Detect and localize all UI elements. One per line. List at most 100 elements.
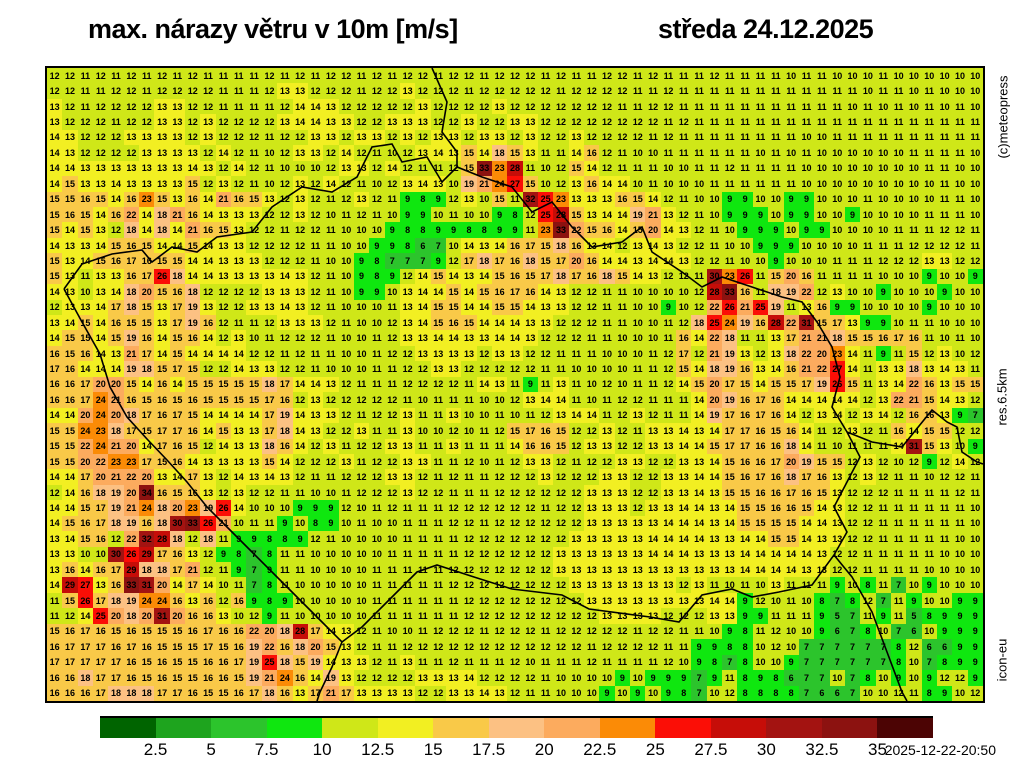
grid-cell: 13 (62, 268, 78, 285)
grid-cell: 12 (676, 206, 692, 223)
grid-cell: 16 (62, 392, 78, 408)
grid-cell: 11 (399, 531, 416, 547)
grid-cell: 17 (154, 685, 170, 701)
grid-cell: 11 (369, 592, 385, 609)
grid-cell: 13 (538, 299, 554, 315)
grid-cell: 12 (860, 500, 876, 516)
grid-cell: 11 (630, 68, 646, 84)
grid-cell: 13 (491, 98, 508, 115)
grid-cell: 12 (399, 376, 416, 393)
grid-cell: 12 (108, 83, 124, 99)
grid-cell: 18 (108, 515, 124, 532)
grid-cell: 9 (415, 206, 431, 223)
grid-cell: 12 (461, 577, 477, 593)
grid-cell: 12 (353, 469, 370, 485)
grid-cell: 11 (798, 608, 815, 624)
grid-cell: 14 (139, 206, 155, 223)
grid-cell: 13 (93, 284, 109, 300)
grid-cell: 12 (200, 438, 216, 454)
grid-cell: 13 (246, 361, 262, 377)
grid-cell: 12 (584, 98, 600, 115)
grid-cell: 13 (706, 500, 723, 516)
grid-cell: 13 (844, 315, 861, 331)
grid-cell: 13 (614, 577, 631, 593)
grid-cell: 10 (844, 145, 861, 161)
grid-cell: 15 (737, 484, 753, 501)
grid-cell: 11 (752, 83, 769, 99)
grid-cell: 14 (154, 330, 170, 346)
grid-cell: 9 (952, 407, 968, 424)
grid-cell: 13 (169, 114, 186, 130)
grid-cell: 28 (553, 206, 569, 223)
grid-cell: 9 (783, 191, 799, 207)
grid-cell: 10 (906, 284, 922, 300)
grid-cell: 13 (277, 469, 293, 485)
grid-cell: 7 (890, 577, 907, 593)
grid-cell: 14 (185, 453, 201, 470)
grid-cell: 12 (890, 407, 907, 424)
grid-cell: 13 (691, 592, 707, 609)
grid-cell: 11 (722, 670, 738, 686)
grid-cell: 9 (722, 206, 738, 223)
grid-cell: 12 (323, 392, 339, 408)
grid-cell: 12 (123, 145, 140, 161)
grid-cell: 15 (62, 453, 78, 470)
grid-cell: 9 (246, 592, 262, 609)
grid-cell: 12 (277, 191, 293, 207)
grid-cell: 10 (890, 453, 907, 470)
grid-cell: 10 (292, 608, 308, 624)
grid-cell: 10 (384, 206, 400, 223)
grid-cell: 11 (369, 376, 385, 393)
grid-cell: 8 (261, 577, 278, 593)
grid-cell: 12 (538, 515, 554, 532)
grid-cell: 7 (399, 253, 416, 269)
grid-cell: 11 (936, 206, 953, 223)
grid-cell: 9 (660, 299, 677, 315)
grid-cell: 21 (108, 438, 124, 454)
grid-cell: 10 (829, 68, 845, 84)
grid-cell: 10 (952, 531, 968, 547)
grid-cell: 12 (261, 68, 278, 84)
grid-cell: 16 (47, 345, 63, 362)
grid-cell: 12 (123, 98, 140, 115)
grid-cell: 11 (307, 68, 324, 84)
grid-cell: 6 (783, 670, 799, 686)
grid-cell: 12 (461, 500, 477, 516)
grid-cell: 11 (676, 145, 692, 161)
grid-cell: 10 (261, 176, 278, 192)
grid-cell: 11 (430, 546, 446, 562)
grid-cell: 10 (783, 222, 799, 238)
grid-cell: 13 (231, 423, 247, 439)
grid-cell: 12 (507, 361, 523, 377)
grid-cell: 10 (353, 315, 370, 331)
grid-cell: 18 (706, 361, 723, 377)
grid-cell: 9 (384, 237, 400, 254)
grid-cell: 18 (599, 268, 615, 285)
grid-cell: 10 (491, 392, 508, 408)
grid-cell: 16 (47, 392, 63, 408)
grid-cell: 12 (522, 500, 539, 516)
grid-cell: 12 (491, 500, 508, 516)
grid-cell: 13 (660, 592, 677, 609)
grid-cell: 15 (768, 376, 784, 393)
grid-cell: 12 (875, 253, 891, 269)
grid-cell: 16 (584, 176, 600, 192)
grid-cell: 14 (215, 438, 232, 454)
grid-cell: 8 (890, 654, 907, 671)
grid-cell: 11 (722, 83, 738, 99)
grid-cell: 11 (875, 114, 891, 130)
grid-cell: 17 (752, 407, 769, 424)
grid-cell: 15 (108, 237, 124, 254)
grid-cell: 20 (568, 253, 585, 269)
grid-cell: 10 (476, 453, 492, 470)
grid-cell: 15 (62, 515, 78, 532)
grid-cell: 14 (691, 330, 707, 346)
grid-cell: 14 (507, 330, 523, 346)
grid-cell: 15 (568, 206, 585, 223)
grid-cell: 13 (445, 685, 462, 701)
grid-cell: 18 (123, 222, 140, 238)
grid-cell: 12 (660, 129, 677, 146)
grid-cell: 9 (936, 623, 953, 640)
grid-cell: 10 (369, 546, 385, 562)
grid-cell: 13 (522, 129, 539, 146)
